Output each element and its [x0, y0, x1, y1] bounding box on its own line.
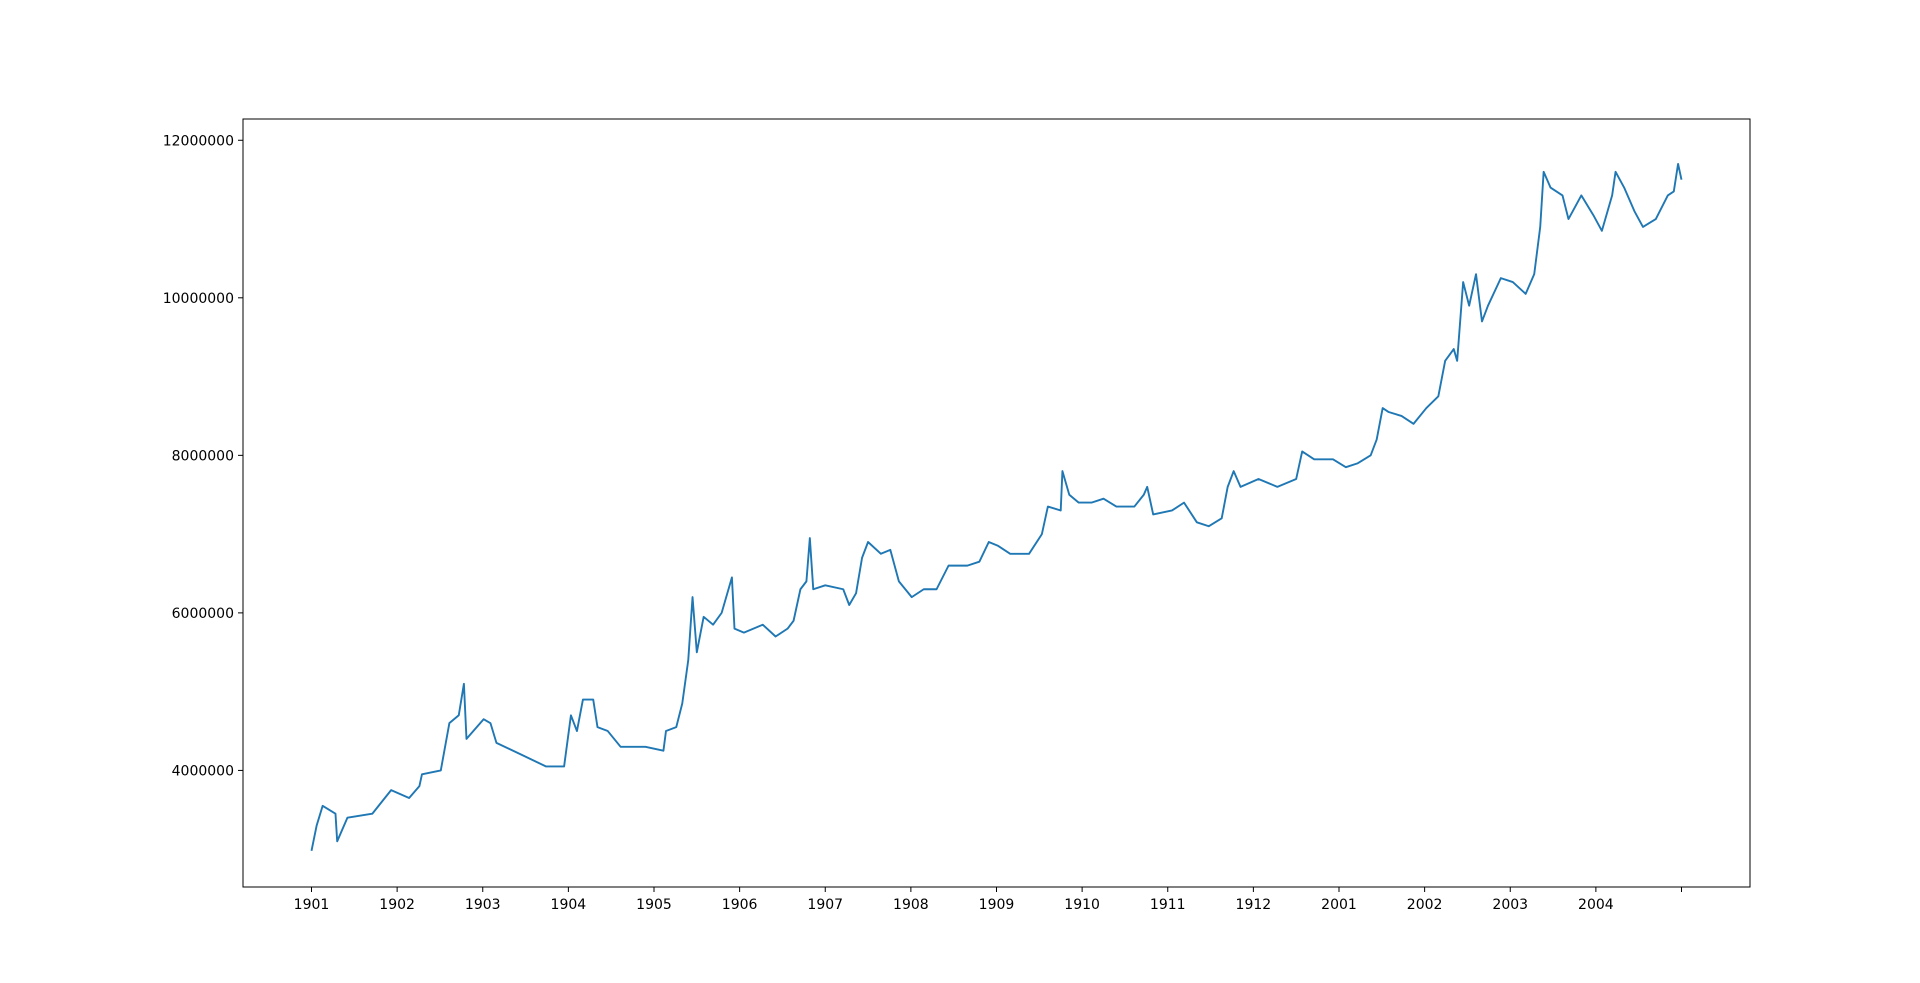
x-tick-label: 1903	[465, 897, 501, 913]
x-tick-label: 2001	[1321, 897, 1357, 913]
y-tick-label: 6000000	[172, 606, 234, 622]
x-tick-label: 2003	[1492, 897, 1528, 913]
x-tick-label: 1911	[1150, 897, 1186, 913]
x-tick-label: 1904	[551, 897, 587, 913]
plot-frame	[242, 118, 1751, 888]
x-tick-label: 1909	[979, 897, 1015, 913]
y-tick-label: 10000000	[163, 291, 234, 307]
x-tick-label: 1905	[636, 897, 672, 913]
x-tick-label: 1906	[722, 897, 758, 913]
x-tick-label: 2002	[1407, 897, 1443, 913]
data-line	[310, 162, 1683, 851]
x-tick-label: 1912	[1236, 897, 1272, 913]
y-tick-label: 4000000	[172, 763, 234, 779]
x-tick-label: 1902	[379, 897, 415, 913]
x-tick-label: 1907	[807, 897, 843, 913]
y-tick-label: 12000000	[163, 133, 234, 149]
x-tick-label: 1910	[1064, 897, 1100, 913]
y-tick-label: 8000000	[172, 448, 234, 464]
x-tick-label: 2004	[1578, 897, 1614, 913]
x-tick-label: 1908	[893, 897, 929, 913]
x-tick-label: 1901	[294, 897, 330, 913]
